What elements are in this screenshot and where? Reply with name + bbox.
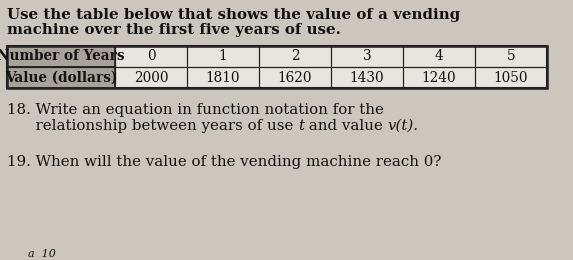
Text: 0: 0	[147, 49, 155, 63]
Text: 1620: 1620	[278, 70, 312, 84]
Text: 1810: 1810	[206, 70, 240, 84]
Text: 5: 5	[507, 49, 515, 63]
Text: Value (dollars): Value (dollars)	[5, 70, 117, 84]
Text: 1050: 1050	[494, 70, 528, 84]
Text: 1240: 1240	[422, 70, 456, 84]
Text: 1430: 1430	[350, 70, 384, 84]
Text: 4: 4	[435, 49, 444, 63]
Text: Number of Years: Number of Years	[0, 49, 125, 63]
Text: relationship between years of use: relationship between years of use	[7, 119, 298, 133]
Bar	[7, 46, 115, 67]
Text: t: t	[298, 119, 304, 133]
Bar	[7, 46, 547, 88]
Text: 2000: 2000	[134, 70, 168, 84]
Text: a  10: a 10	[28, 249, 56, 259]
Text: 2: 2	[291, 49, 299, 63]
Bar	[7, 67, 115, 88]
Text: 18. Write an equation in function notation for the: 18. Write an equation in function notati…	[7, 103, 384, 117]
Text: 19. When will the value of the vending machine reach 0?: 19. When will the value of the vending m…	[7, 155, 441, 169]
Bar	[7, 46, 547, 88]
Text: and value: and value	[304, 119, 388, 133]
Text: v(t).: v(t).	[388, 119, 419, 133]
Text: 1: 1	[219, 49, 227, 63]
Text: Use the table below that shows the value of a vending: Use the table below that shows the value…	[7, 8, 460, 22]
Text: 3: 3	[363, 49, 371, 63]
Text: machine over the first five years of use.: machine over the first five years of use…	[7, 23, 341, 37]
